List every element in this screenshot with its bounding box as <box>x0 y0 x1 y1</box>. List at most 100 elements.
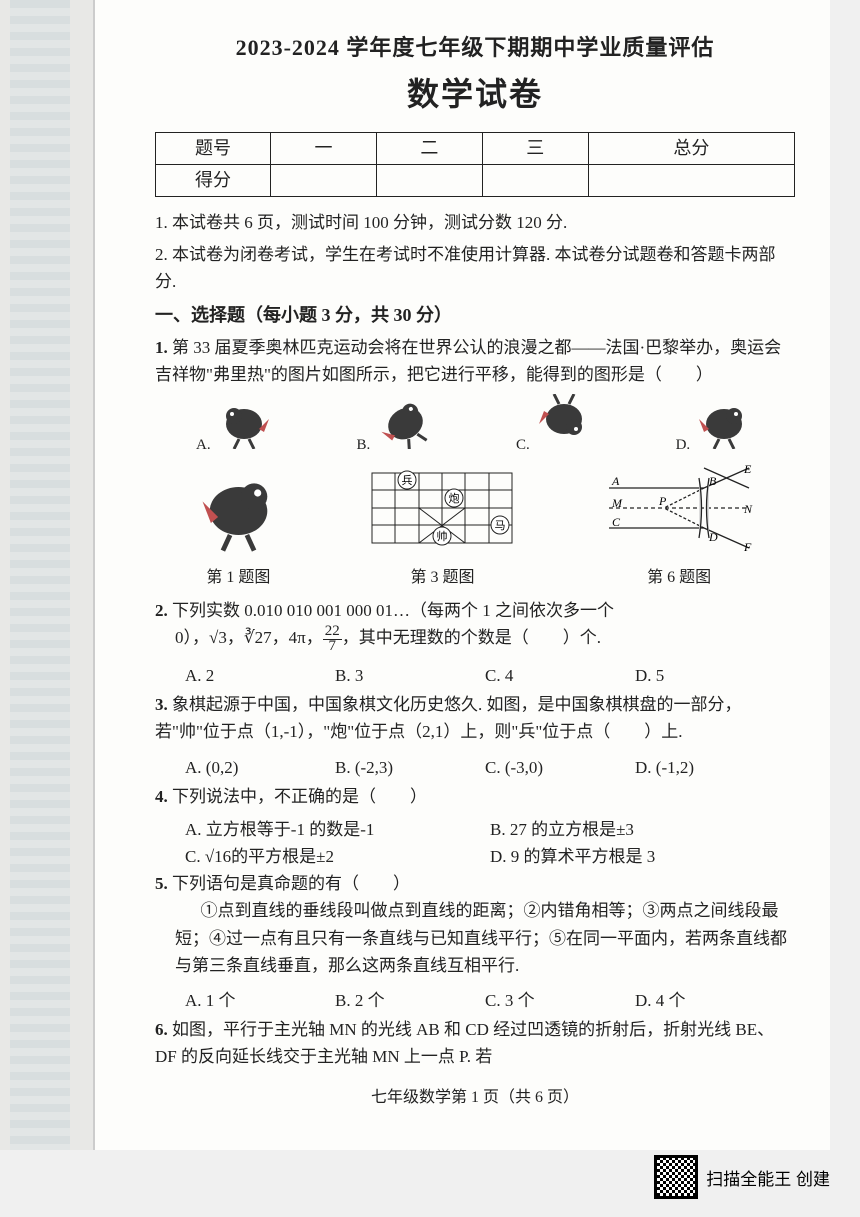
binding-holes <box>10 0 70 1150</box>
opt: C. (-3,0) <box>485 754 635 781</box>
question-3: 3. 象棋起源于中国，中国象棋文化历史悠久. 如图，是中国象棋棋盘的一部分，若"… <box>155 691 795 745</box>
q5-text: 下列语句是真命题的有（ ） <box>172 874 410 893</box>
opt: B. (-2,3) <box>335 754 485 781</box>
opt: D. (-1,2) <box>635 754 785 781</box>
q2-text-c: ，其中无理数的个数是（ ）个. <box>342 628 601 647</box>
score-cell <box>271 165 377 197</box>
opt: D. 5 <box>635 662 785 689</box>
lens-diagram-icon: A M C B D E N F P <box>604 463 754 553</box>
q5-num: 5. <box>155 874 168 893</box>
q3-text: 象棋起源于中国，中国象棋文化历史悠久. 如图，是中国象棋棋盘的一部分，若"帅"位… <box>155 695 742 741</box>
instruction-1: 1. 本试卷共 6 页，测试时间 100 分钟，测试分数 120 分. <box>155 209 795 236</box>
th-num: 题号 <box>156 133 271 165</box>
svg-text:N: N <box>743 502 753 516</box>
table-row: 得分 <box>156 165 795 197</box>
q4-num: 4. <box>155 787 168 806</box>
opt: D. 9 的算术平方根是 3 <box>490 843 795 870</box>
qr-watermark: 扫描全能王 创建 <box>654 1155 830 1199</box>
fig-label-1: 第 1 题图 <box>196 565 281 591</box>
q6-num: 6. <box>155 1020 168 1039</box>
fig-q1: 第 1 题图 <box>196 463 281 591</box>
bird-icon <box>196 463 281 553</box>
q4-opts: A. 立方根等于-1 的数是-1 B. 27 的立方根是±3 C. √16的平方… <box>155 816 795 870</box>
q2-text-a: 下列实数 0.010 010 001 000 01…（每两个 1 之间依次多一个 <box>172 601 614 620</box>
opt: B. 27 的立方根是±3 <box>490 816 795 843</box>
opt-label: D. <box>676 437 691 453</box>
th-2: 二 <box>376 133 482 165</box>
bird-icon <box>214 394 274 449</box>
q1-opt-b: B. <box>356 394 434 457</box>
svg-text:D: D <box>708 530 718 544</box>
q2-num: 2. <box>155 601 168 620</box>
svg-text:帅: 帅 <box>437 530 448 543</box>
q3-num: 3. <box>155 695 168 714</box>
opt-label: A. <box>196 437 211 453</box>
svg-text:兵: 兵 <box>402 474 413 487</box>
opt: C. 3 个 <box>485 987 635 1014</box>
svg-text:B: B <box>709 474 717 488</box>
q1-opt-c: C. <box>516 394 594 457</box>
fig-q6: A M C B D E N F P 第 6 题图 <box>604 463 754 591</box>
q2-opts: A. 2 B. 3 C. 4 D. 5 <box>155 660 795 691</box>
opt: C. √16的平方根是±2 <box>185 843 490 870</box>
q6-text: 如图，平行于主光轴 MN 的光线 AB 和 CD 经过凹透镜的折射后，折射光线 … <box>155 1020 774 1066</box>
q5-opts: A. 1 个 B. 2 个 C. 3 个 D. 4 个 <box>155 985 795 1016</box>
figures-row: 第 1 题图 兵 炮 帅 马 第 3 题图 <box>155 463 795 591</box>
score-cell <box>588 165 794 197</box>
th-1: 一 <box>271 133 377 165</box>
svg-text:E: E <box>743 463 752 476</box>
table-row: 题号 一 二 三 总分 <box>156 133 795 165</box>
q3-opts: A. (0,2) B. (-2,3) C. (-3,0) D. (-1,2) <box>155 752 795 783</box>
fig-label-3: 第 3 题图 <box>362 565 522 591</box>
question-2: 2. 下列实数 0.010 010 001 000 01…（每两个 1 之间依次… <box>155 597 795 654</box>
q1-num: 1. <box>155 338 168 357</box>
q5-body: ①点到直线的垂线段叫做点到直线的距离；②内错角相等；③两点之间线段最短；④过一点… <box>155 897 795 979</box>
qr-text: 扫描全能王 创建 <box>706 1165 830 1190</box>
score-table: 题号 一 二 三 总分 得分 <box>155 132 795 197</box>
opt-label: B. <box>356 437 370 453</box>
q1-options-row: A. B. C. <box>155 394 795 457</box>
question-4: 4. 下列说法中，不正确的是（ ） <box>155 783 795 810</box>
th-total: 总分 <box>588 133 794 165</box>
instruction-2: 2. 本试卷为闭卷考试，学生在考试时不准使用计算器. 本试卷分试题卷和答题卡两部… <box>155 241 795 295</box>
q2-text-b: 0），√3，∛27，4π， <box>155 628 323 647</box>
opt: B. 3 <box>335 662 485 689</box>
opt: B. 2 个 <box>335 987 485 1014</box>
binding-edge <box>0 0 95 1150</box>
q1-opt-d: D. <box>676 394 754 457</box>
header-line1: 2023-2024 学年度七年级下期期中学业质量评估 <box>155 30 795 65</box>
fig-q3: 兵 炮 帅 马 第 3 题图 <box>362 463 522 591</box>
fraction-22-7: 227 <box>323 624 342 654</box>
q1-text: 第 33 届夏季奥林匹克运动会将在世界公认的浪漫之都——法国·巴黎举办，奥运会吉… <box>155 338 781 384</box>
svg-text:M: M <box>611 496 623 510</box>
section-1-title: 一、选择题（每小题 3 分，共 30 分） <box>155 301 795 330</box>
bird-icon <box>694 394 754 449</box>
svg-text:C: C <box>612 515 621 529</box>
svg-text:炮: 炮 <box>449 492 460 505</box>
bird-icon <box>374 394 434 449</box>
opt: A. (0,2) <box>185 754 335 781</box>
opt-label: C. <box>516 437 530 453</box>
fig-label-6: 第 6 题图 <box>604 565 754 591</box>
opt: A. 1 个 <box>185 987 335 1014</box>
svg-text:F: F <box>743 540 752 553</box>
svg-text:马: 马 <box>495 519 506 532</box>
page-footer: 七年级数学第 1 页（共 6 页） <box>155 1085 795 1111</box>
th-3: 三 <box>482 133 588 165</box>
opt: D. 4 个 <box>635 987 785 1014</box>
question-6: 6. 如图，平行于主光轴 MN 的光线 AB 和 CD 经过凹透镜的折射后，折射… <box>155 1016 795 1070</box>
score-cell <box>482 165 588 197</box>
score-cell <box>376 165 482 197</box>
question-1: 1. 第 33 届夏季奥林匹克运动会将在世界公认的浪漫之都——法国·巴黎举办，奥… <box>155 334 795 388</box>
qr-code-icon <box>654 1155 698 1199</box>
svg-text:A: A <box>611 474 620 488</box>
exam-page: 2023-2024 学年度七年级下期期中学业质量评估 数学试卷 题号 一 二 三… <box>95 0 830 1150</box>
opt: A. 立方根等于-1 的数是-1 <box>185 816 490 843</box>
chess-grid-icon: 兵 炮 帅 马 <box>362 463 522 553</box>
q4-text: 下列说法中，不正确的是（ ） <box>172 787 427 806</box>
header-line2: 数学试卷 <box>155 69 795 120</box>
q1-opt-a: A. <box>196 394 274 457</box>
bird-icon <box>534 394 594 449</box>
svg-text:P: P <box>658 494 667 508</box>
row-score-label: 得分 <box>156 165 271 197</box>
